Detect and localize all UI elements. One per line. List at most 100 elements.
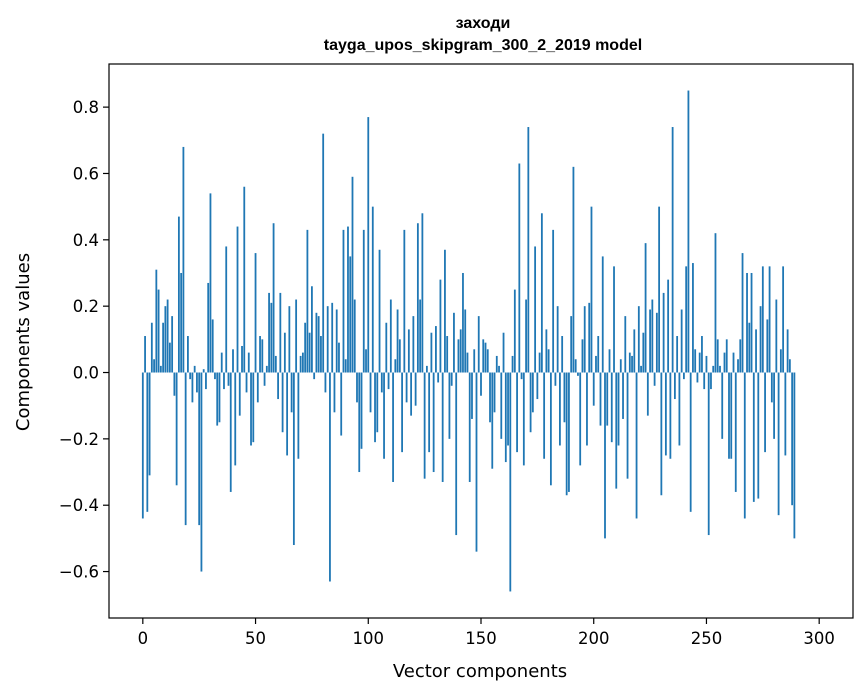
x-tick-label: 300 <box>803 629 835 648</box>
bar-276 <box>764 372 766 453</box>
bar-173 <box>531 372 534 413</box>
bar-199 <box>590 206 593 373</box>
bar-24 <box>196 372 198 393</box>
bar-226 <box>651 299 654 373</box>
bar-13 <box>171 316 174 373</box>
bar-81 <box>324 372 327 393</box>
bar-287 <box>788 359 791 373</box>
bar-56 <box>268 292 270 373</box>
bar-152 <box>484 342 487 373</box>
bar-36 <box>223 372 225 390</box>
bar-30 <box>209 193 212 373</box>
bar-111 <box>392 372 394 482</box>
bar-211 <box>617 372 620 446</box>
bar-1 <box>144 336 146 373</box>
bar-266 <box>741 253 744 373</box>
bar-222 <box>642 332 645 373</box>
bar-259 <box>725 339 728 373</box>
bar-118 <box>407 329 410 373</box>
bar-32 <box>214 372 216 380</box>
bar-245 <box>694 349 697 373</box>
bar-37 <box>225 246 228 373</box>
bar-171 <box>527 127 530 373</box>
bar-150 <box>480 372 482 396</box>
bar-96 <box>358 372 361 473</box>
bar-217 <box>631 355 633 373</box>
bar-155 <box>491 372 494 469</box>
bar-220 <box>637 306 640 373</box>
bar-28 <box>205 372 207 390</box>
bar-6 <box>155 269 158 373</box>
bar-139 <box>455 372 458 536</box>
bar-98 <box>362 229 365 373</box>
bar-164 <box>511 355 514 373</box>
bar-282 <box>777 372 780 516</box>
bar-264 <box>737 359 739 373</box>
bar-138 <box>453 312 455 373</box>
bar-274 <box>759 306 762 373</box>
bar-45 <box>243 186 246 373</box>
bar-195 <box>581 339 584 373</box>
bar-88 <box>340 372 343 436</box>
bar-83 <box>329 372 331 582</box>
bar-64 <box>286 372 289 456</box>
bar-272 <box>755 329 757 373</box>
bar-153 <box>486 349 489 373</box>
bar-288 <box>791 372 794 506</box>
bar-125 <box>423 372 426 479</box>
bar-66 <box>290 372 293 413</box>
bar-102 <box>371 206 374 373</box>
bar-131 <box>437 372 440 383</box>
bar-183 <box>554 372 557 386</box>
bar-136 <box>448 372 451 439</box>
bar-228 <box>655 312 658 373</box>
bar-238 <box>678 372 681 446</box>
bar-192 <box>574 359 577 373</box>
bar-124 <box>421 213 424 373</box>
bar-236 <box>673 372 676 400</box>
bar-181 <box>549 372 552 486</box>
bar-73 <box>306 229 309 373</box>
bar-105 <box>378 249 381 373</box>
bar-232 <box>664 372 667 456</box>
bar-227 <box>653 372 656 386</box>
y-tick-label: 0.4 <box>73 231 99 250</box>
bar-265 <box>739 339 742 373</box>
bar-207 <box>608 349 611 373</box>
bar-210 <box>615 372 618 489</box>
bar-161 <box>504 372 507 463</box>
bar-270 <box>750 272 753 373</box>
bar-286 <box>786 329 789 373</box>
bar-204 <box>601 256 604 373</box>
bar-61 <box>279 292 282 373</box>
bar-249 <box>703 372 706 390</box>
bar-17 <box>180 272 183 373</box>
bar-99 <box>365 349 367 373</box>
bar-94 <box>353 299 356 373</box>
y-tick-label: 0.8 <box>73 98 99 117</box>
bar-279 <box>770 372 773 403</box>
bar-16 <box>177 216 180 373</box>
bar-289 <box>793 372 796 539</box>
y-axis-ticks: −0.6 −0.4 −0.2 0.0 0.2 0.4 0.6 0.8 <box>59 98 109 582</box>
bar-175 <box>536 372 539 400</box>
bar-257 <box>721 372 724 439</box>
bar-281 <box>775 299 778 373</box>
bar-202 <box>597 336 600 373</box>
bar-31 <box>211 319 214 373</box>
bar-93 <box>351 176 354 373</box>
bar-169 <box>522 372 525 466</box>
bar-120 <box>412 316 415 373</box>
bar-134 <box>444 249 446 373</box>
bar-71 <box>301 352 304 373</box>
bar-225 <box>649 309 651 373</box>
bar-57 <box>270 302 273 373</box>
bar-254 <box>714 233 717 373</box>
bar-241 <box>685 266 688 373</box>
y-tick-label: −0.2 <box>59 430 99 449</box>
bar-127 <box>428 372 431 453</box>
bar-174 <box>534 246 537 373</box>
bar-115 <box>401 372 403 453</box>
bar-107 <box>383 372 385 459</box>
bar-38 <box>227 372 230 386</box>
